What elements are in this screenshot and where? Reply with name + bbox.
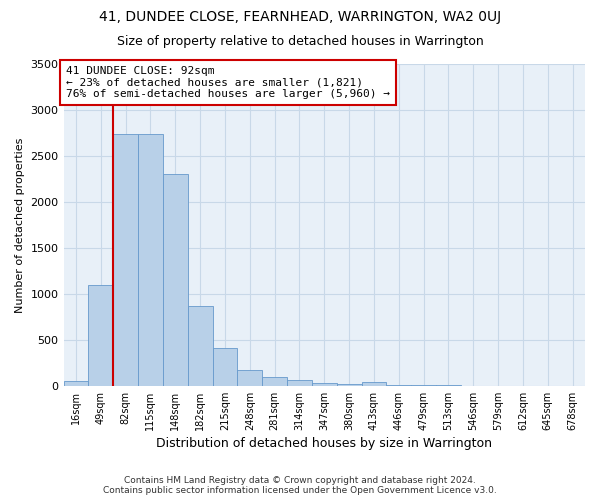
Bar — [138, 134, 163, 386]
Bar — [362, 382, 386, 386]
Bar — [88, 284, 113, 386]
Bar — [113, 134, 138, 386]
Bar — [262, 376, 287, 386]
Text: 41, DUNDEE CLOSE, FEARNHEAD, WARRINGTON, WA2 0UJ: 41, DUNDEE CLOSE, FEARNHEAD, WARRINGTON,… — [99, 10, 501, 24]
X-axis label: Distribution of detached houses by size in Warrington: Distribution of detached houses by size … — [156, 437, 492, 450]
Text: Size of property relative to detached houses in Warrington: Size of property relative to detached ho… — [116, 35, 484, 48]
Y-axis label: Number of detached properties: Number of detached properties — [15, 137, 25, 312]
Bar — [212, 348, 238, 386]
Bar — [188, 306, 212, 386]
Text: Contains HM Land Registry data © Crown copyright and database right 2024.
Contai: Contains HM Land Registry data © Crown c… — [103, 476, 497, 495]
Bar — [163, 174, 188, 386]
Bar — [287, 380, 312, 386]
Bar — [238, 370, 262, 386]
Text: 41 DUNDEE CLOSE: 92sqm
← 23% of detached houses are smaller (1,821)
76% of semi-: 41 DUNDEE CLOSE: 92sqm ← 23% of detached… — [66, 66, 390, 99]
Bar — [386, 385, 411, 386]
Bar — [64, 381, 88, 386]
Bar — [312, 383, 337, 386]
Bar — [337, 384, 362, 386]
